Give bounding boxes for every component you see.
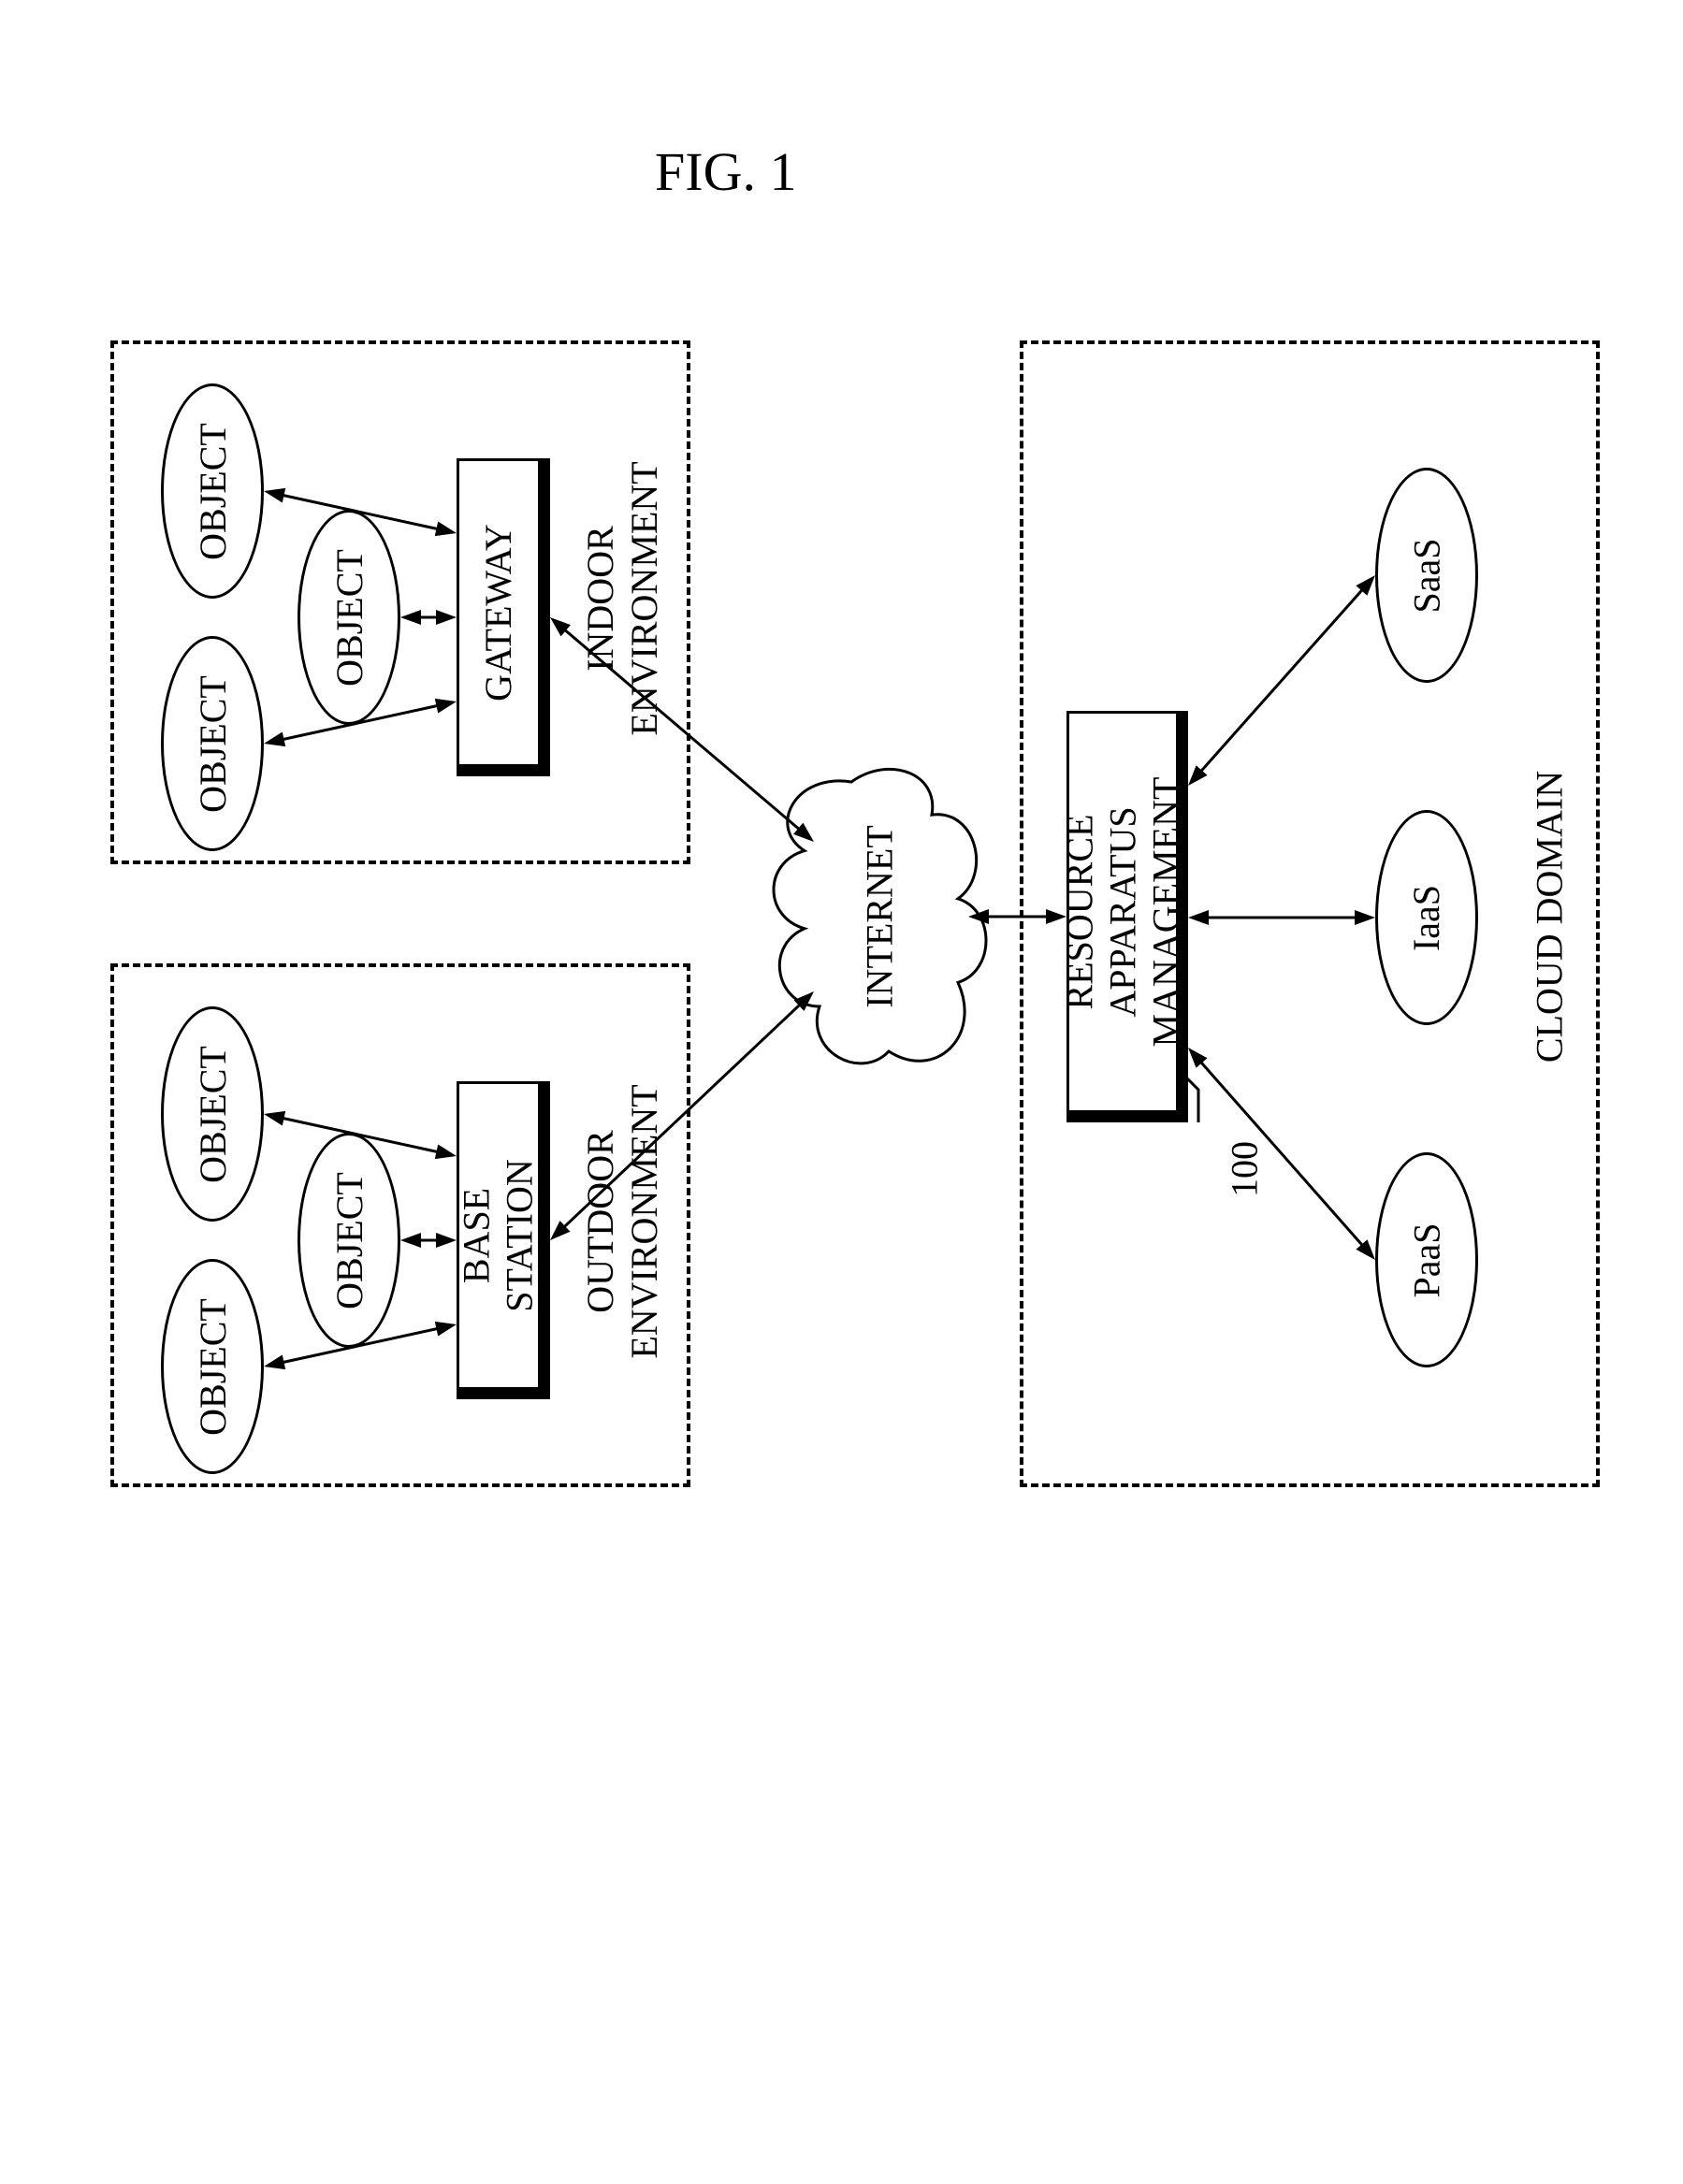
reference-number: 100: [1223, 1141, 1267, 1197]
node-object: OBJECT: [161, 383, 264, 599]
region-label-outdoor: OUTDOORENVIRONMENT: [578, 1084, 666, 1358]
node-label: OBJECT: [191, 1046, 235, 1183]
node-label: IaaS: [1404, 884, 1448, 950]
node-internet-label: INTERNET: [858, 825, 902, 1008]
node-object: OBJECT: [297, 1133, 400, 1348]
node-label: OBJECT: [191, 423, 235, 560]
node-resource-management: RESOURCEAPPARATUSMANAGEMENT: [1066, 711, 1188, 1122]
node-label: PaaS: [1405, 1222, 1449, 1297]
node-label: SaaS: [1405, 538, 1449, 613]
node-object: OBJECT: [161, 636, 264, 851]
node-saas: SaaS: [1375, 468, 1478, 683]
node-object: OBJECT: [297, 510, 400, 725]
node-base-station: BASESTATION: [457, 1081, 550, 1399]
node-object: OBJECT: [161, 1006, 264, 1222]
region-label-indoor: INDOORENVIRONMENT: [578, 461, 666, 735]
node-gateway: GATEWAY: [457, 458, 550, 776]
region-label-cloud-domain: CLOUD DOMAIN: [1528, 771, 1572, 1063]
node-label: OBJECT: [327, 1172, 371, 1309]
node-label: BASESTATION: [456, 1159, 542, 1311]
node-object: OBJECT: [161, 1259, 264, 1474]
node-label: GATEWAY: [477, 524, 520, 701]
figure-title: FIG. 1: [655, 140, 796, 203]
node-label: OBJECT: [191, 675, 235, 813]
node-label: OBJECT: [191, 1298, 235, 1436]
node-iaas: IaaS: [1375, 810, 1478, 1025]
node-label: OBJECT: [327, 549, 371, 687]
node-label: RESOURCEAPPARATUSMANAGEMENT: [1058, 777, 1187, 1048]
node-paas: PaaS: [1375, 1152, 1478, 1367]
